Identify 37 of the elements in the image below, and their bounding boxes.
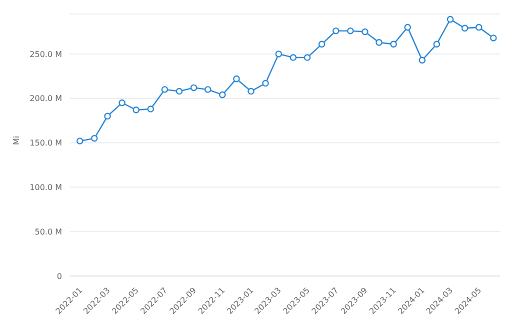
- point: [233, 75, 240, 82]
- point: [362, 28, 368, 36]
- point: [390, 40, 397, 48]
- y-tick-label: 200.0 M: [30, 94, 62, 104]
- y-tick-label: 50.0 M: [34, 227, 62, 236]
- point: [147, 106, 154, 112]
- point: [347, 27, 354, 34]
- point: [461, 24, 468, 32]
- point: [118, 99, 126, 106]
- point: [404, 24, 412, 31]
- point: [332, 27, 340, 34]
- y-tick-label: 0: [56, 272, 62, 281]
- point: [304, 54, 311, 61]
- point: [275, 50, 282, 58]
- y-axis-title: Mi: [12, 136, 21, 145]
- point: [190, 84, 198, 92]
- point: [433, 40, 440, 48]
- y-tick-label: 250.0 M: [30, 50, 62, 59]
- point: [76, 138, 84, 144]
- y-tick-label: 150.0 M: [30, 138, 62, 148]
- point: [318, 40, 326, 48]
- point: [204, 86, 212, 93]
- point: [176, 88, 183, 95]
- point: [104, 112, 111, 120]
- point: [290, 54, 297, 61]
- point: [248, 88, 254, 95]
- point: [490, 34, 497, 42]
- point: [161, 86, 168, 93]
- point: [476, 24, 482, 31]
- point: [418, 56, 426, 64]
- point: [90, 134, 98, 142]
- point: [219, 91, 226, 98]
- y-tick-label: 100.0 M: [30, 183, 62, 192]
- point: [446, 16, 454, 23]
- point: [376, 39, 382, 46]
- point: [132, 106, 140, 114]
- point: [262, 80, 269, 87]
